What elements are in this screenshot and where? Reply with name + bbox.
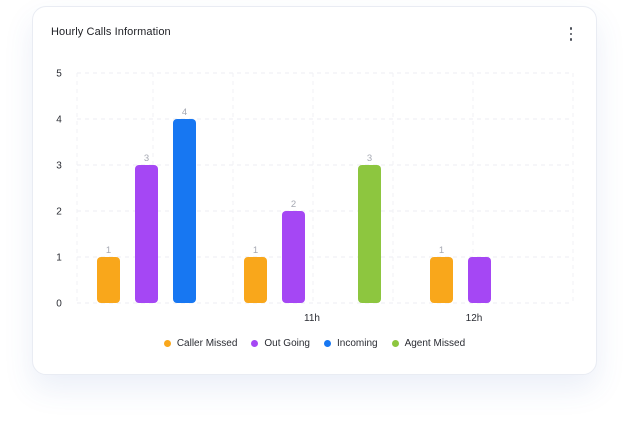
bar-out-going[interactable] — [282, 211, 305, 303]
bar-caller-missed[interactable] — [97, 257, 120, 303]
legend-item[interactable]: Incoming — [324, 338, 378, 349]
legend-item[interactable]: Caller Missed — [163, 338, 238, 349]
legend-item[interactable]: Agent Missed — [391, 338, 466, 349]
y-tick-label: 3 — [56, 161, 62, 172]
bar-caller-missed[interactable] — [430, 257, 453, 303]
data-label: 2 — [291, 199, 296, 210]
data-label: 3 — [367, 153, 372, 164]
legend-dot-icon — [324, 340, 331, 347]
y-tick-label: 1 — [56, 253, 62, 264]
y-tick-label: 2 — [56, 207, 62, 218]
menu-dot — [569, 32, 573, 36]
data-label: 4 — [182, 107, 187, 118]
legend-label: Incoming — [337, 338, 378, 349]
data-label: 1 — [106, 245, 111, 256]
bar-agent-missed[interactable] — [358, 165, 381, 303]
bar-out-going[interactable] — [135, 165, 158, 303]
more-vertical-icon[interactable] — [563, 25, 579, 43]
hourly-calls-card: Hourly Calls Information 0 1 2 3 4 5 1 3 4 1 2 3 1 11… — [32, 6, 597, 375]
hourly-calls-chart: 0 1 2 3 4 5 1 3 4 1 2 3 1 11h 12h — [56, 69, 574, 324]
y-tick-label: 5 — [56, 69, 62, 80]
card-title: Hourly Calls Information — [51, 26, 171, 38]
legend-dot-icon — [391, 340, 399, 347]
bar-incoming[interactable] — [173, 119, 196, 303]
menu-dot — [569, 38, 573, 41]
chart-legend: Caller Missed Out Going Incoming Agent Miss… — [33, 338, 596, 349]
bar-caller-missed[interactable] — [244, 257, 267, 303]
legend-dot-icon — [251, 340, 259, 347]
menu-dot — [569, 27, 573, 30]
legend-dot-icon — [163, 340, 171, 347]
x-tick-label: 12h — [466, 313, 483, 324]
x-tick-label: 11h — [304, 313, 320, 324]
legend-item[interactable]: Out Going — [251, 338, 310, 349]
legend-label: Out Going — [264, 338, 310, 349]
y-tick-label: 4 — [56, 115, 62, 126]
data-label: 1 — [439, 245, 444, 256]
legend-label: Agent Missed — [404, 338, 466, 349]
y-tick-label: 0 — [56, 299, 62, 310]
data-label: 3 — [144, 153, 149, 164]
data-label: 1 — [253, 245, 258, 256]
bar-out-going[interactable] — [468, 257, 491, 303]
legend-label: Caller Missed — [176, 338, 238, 349]
